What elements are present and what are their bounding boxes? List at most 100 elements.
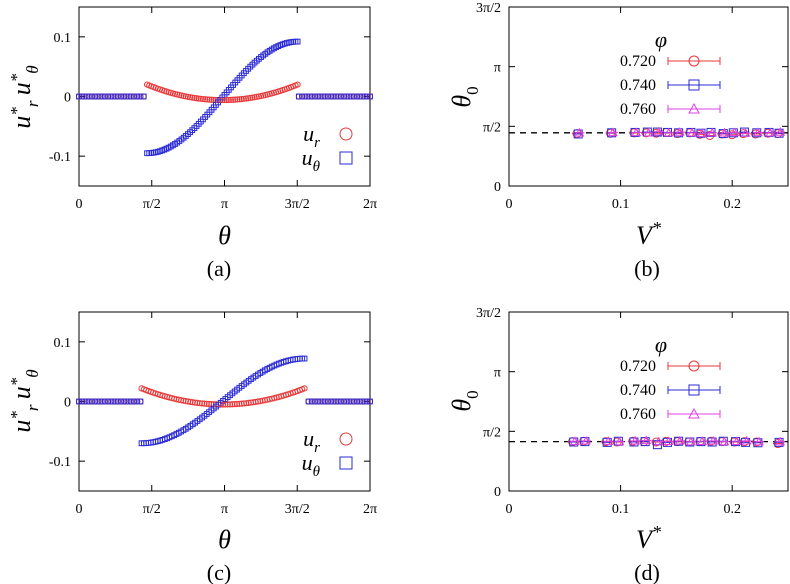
- point-u_theta: [108, 398, 115, 405]
- point-u_r: [232, 96, 239, 103]
- x-tick-label: 0.2: [723, 197, 741, 212]
- point-u_theta: [89, 398, 95, 405]
- point-u_theta: [334, 398, 341, 405]
- legend-label: 0.740: [620, 382, 656, 399]
- point-u_theta: [354, 93, 360, 100]
- y-tick-label: -0.1: [49, 150, 71, 165]
- point-phi-0.760: [614, 436, 625, 446]
- x-axis-label-part: *: [652, 218, 661, 238]
- x-axis-label: V*: [636, 522, 661, 554]
- point-phi-0.760: [741, 435, 752, 445]
- point-u_theta: [114, 398, 121, 405]
- x-tick-label: 2π: [363, 502, 377, 517]
- point-u_theta: [295, 93, 302, 100]
- x-tick-label: π: [221, 197, 228, 212]
- x-axis-label-part: *: [652, 522, 661, 542]
- point-u_theta: [334, 93, 341, 100]
- y-axis-label-part: r: [23, 100, 42, 107]
- point-phi-0.760: [775, 127, 786, 136]
- point-phi-0.760: [729, 127, 740, 137]
- point-phi-0.760: [603, 436, 614, 445]
- point-u_theta: [308, 93, 315, 100]
- point-phi-0.760: [581, 435, 591, 445]
- point-u_theta: [82, 93, 89, 100]
- y-axis-label: θ0: [447, 390, 482, 411]
- point-u_r: [240, 95, 247, 102]
- x-axis-label-part: V: [636, 525, 655, 554]
- legend-marker-u_theta: [339, 151, 353, 165]
- point-u_theta: [111, 93, 118, 100]
- point-phi-0.760: [570, 436, 580, 445]
- point-u_theta: [331, 398, 338, 405]
- point-u_r: [140, 93, 147, 100]
- x-tick-label: 0.1: [612, 197, 630, 212]
- x-tick-label: π: [221, 502, 228, 517]
- x-tick-label: 0: [76, 197, 83, 212]
- point-u_r: [247, 94, 254, 102]
- point-u_theta: [108, 93, 115, 100]
- point-u_r: [238, 95, 245, 103]
- y-tick-label: 0: [64, 396, 71, 411]
- point-u_r: [195, 95, 202, 102]
- point-phi-0.760: [653, 436, 664, 446]
- x-tick-label: 0: [506, 197, 513, 212]
- point-u_theta: [101, 398, 108, 405]
- point-phi-0.760: [740, 128, 751, 137]
- point-phi-0.760: [608, 127, 618, 137]
- point-u_theta: [350, 398, 357, 405]
- y-tick-label: π: [494, 366, 501, 381]
- x-tick-label: 2π: [363, 197, 377, 212]
- point-phi-0.720: [672, 129, 682, 139]
- y-axis-label-part: u: [7, 386, 36, 404]
- point-u_theta: [79, 398, 86, 405]
- point-u_r: [236, 96, 243, 103]
- legend-marker-u_theta: [339, 456, 353, 470]
- point-phi-0.760: [754, 436, 764, 446]
- point-u_theta: [360, 93, 367, 100]
- point-u_theta: [312, 398, 318, 405]
- point-u_theta: [76, 93, 82, 100]
- y-axis-label: u*r u*θ: [7, 65, 42, 128]
- legend-letter: u: [302, 145, 313, 170]
- point-u_theta: [315, 398, 322, 405]
- point-u_theta: [363, 93, 370, 100]
- point-u_theta: [308, 398, 315, 405]
- point-u_theta: [95, 398, 102, 405]
- legend-label-u_theta: uθ: [302, 450, 321, 480]
- legend-subscript: θ: [313, 464, 321, 480]
- point-u_theta: [321, 398, 328, 405]
- legend-label-u_r: ur: [303, 426, 320, 456]
- y-axis-label-part: *: [7, 73, 26, 82]
- legend-label: 0.740: [620, 77, 656, 94]
- point-u_r: [225, 96, 232, 104]
- point-phi-0.760: [708, 435, 719, 445]
- x-tick-label: 3π/2: [285, 197, 310, 212]
- point-u_theta: [315, 93, 322, 100]
- point-u_theta: [357, 93, 364, 100]
- y-axis-label-part: 0: [463, 390, 482, 399]
- point-u_theta: [118, 93, 124, 100]
- point-phi-0.760: [630, 435, 641, 445]
- point-u_theta: [121, 93, 128, 100]
- panel-caption: (c): [207, 560, 231, 584]
- point-phi-0.760: [631, 127, 642, 137]
- legend-title: φ: [655, 27, 667, 52]
- point-u_r: [196, 400, 203, 407]
- point-u_r: [193, 95, 200, 102]
- point-u_theta: [318, 398, 325, 405]
- point-u_theta: [357, 398, 364, 405]
- y-tick-label: 0.1: [54, 336, 72, 351]
- legend-marker: [688, 384, 700, 396]
- plot-frame: [508, 311, 789, 492]
- legend-label-u_r: ur: [303, 121, 320, 151]
- point-phi-0.760: [775, 436, 786, 446]
- legend-subscript: r: [314, 135, 320, 151]
- point-u_theta: [131, 93, 137, 100]
- point-u_theta: [118, 398, 124, 405]
- x-tick-label: π/2: [143, 197, 161, 212]
- point-u_theta: [82, 398, 89, 405]
- y-tick-label: π/2: [483, 425, 501, 440]
- point-u_theta: [347, 93, 354, 100]
